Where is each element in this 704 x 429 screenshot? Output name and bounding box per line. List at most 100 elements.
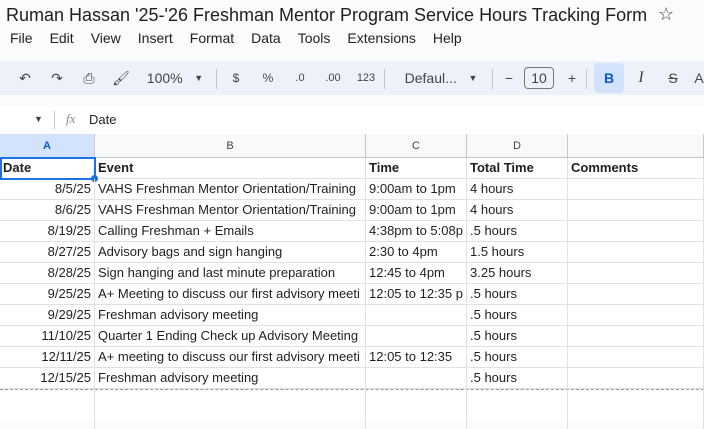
table-cell[interactable] xyxy=(568,368,704,389)
header-cell[interactable]: Comments xyxy=(568,158,704,179)
table-cell[interactable] xyxy=(568,284,704,305)
star-icon[interactable]: ☆ xyxy=(658,4,675,24)
table-cell[interactable]: 9:00am to 1pm xyxy=(366,200,467,221)
fill-handle[interactable] xyxy=(91,175,98,182)
formula-bar: ▼ fx Date xyxy=(0,106,704,134)
table-cell[interactable]: Calling Freshman + Emails xyxy=(95,221,366,242)
strikethrough-icon[interactable]: S xyxy=(668,70,678,86)
italic-button[interactable]: I xyxy=(638,69,644,86)
header-cell[interactable]: Event xyxy=(95,158,366,179)
table-cell[interactable]: 3.25 hours xyxy=(467,263,568,284)
table-cell[interactable]: 9/25/25 xyxy=(0,284,95,305)
menu-help[interactable]: Help xyxy=(432,30,462,46)
table-cell[interactable]: A+ Meeting to discuss our first advisory… xyxy=(95,284,366,305)
table-cell[interactable]: .5 hours xyxy=(467,368,568,389)
name-box-dropdown-icon[interactable]: ▼ xyxy=(34,114,43,124)
table-cell[interactable]: 12:45 to 4pm xyxy=(366,263,467,284)
table-cell[interactable]: 11/10/25 xyxy=(0,326,95,347)
table-cell[interactable] xyxy=(568,179,704,200)
redo-icon[interactable]: ↷ xyxy=(51,69,63,86)
table-cell[interactable]: .5 hours xyxy=(467,326,568,347)
table-cell[interactable]: Freshman advisory meeting xyxy=(95,368,366,389)
table-cell[interactable]: 9:00am to 1pm xyxy=(366,179,467,200)
toolbar: ↶ ↷ ⎙ 🖌 100% ▼ $ % .0 .00 123 Defaul... … xyxy=(0,61,704,95)
number-format-button[interactable]: 123 xyxy=(356,72,376,84)
table-cell[interactable] xyxy=(568,200,704,221)
menu-file[interactable]: File xyxy=(10,30,33,46)
table-cell[interactable]: VAHS Freshman Mentor Orientation/Trainin… xyxy=(95,200,366,221)
table-cell[interactable]: Freshman advisory meeting xyxy=(95,305,366,326)
spreadsheet-grid: A B C D Date Event Time Total Time Comments 8/5/2… xyxy=(0,134,704,429)
document-title[interactable]: Ruman Hassan '25-'26 Freshman Mentor Pro… xyxy=(6,5,648,25)
menu-tools[interactable]: Tools xyxy=(297,30,331,46)
increase-decimal-button[interactable]: .00 xyxy=(325,72,341,84)
column-header[interactable]: C xyxy=(366,134,467,158)
table-cell[interactable]: VAHS Freshman Mentor Orientation/Trainin… xyxy=(95,179,366,200)
grid-line xyxy=(466,389,467,429)
increase-font-size-button[interactable]: + xyxy=(567,70,577,86)
menu-data[interactable]: Data xyxy=(251,30,281,46)
percent-button[interactable]: % xyxy=(262,71,274,85)
print-icon[interactable]: ⎙ xyxy=(83,69,95,86)
table-cell[interactable]: .5 hours xyxy=(467,305,568,326)
table-cell[interactable] xyxy=(568,242,704,263)
undo-icon[interactable]: ↶ xyxy=(19,69,31,86)
table-cell[interactable]: 12/15/25 xyxy=(0,368,95,389)
column-header[interactable]: A xyxy=(0,134,95,158)
decrease-decimal-button[interactable]: .0 xyxy=(295,72,305,84)
font-value: Defaul... xyxy=(404,70,457,86)
table-cell[interactable]: A+ meeting to discuss our first advisory… xyxy=(95,347,366,368)
table-cell[interactable]: 8/5/25 xyxy=(0,179,95,200)
column-header[interactable] xyxy=(568,134,704,158)
table-cell[interactable] xyxy=(568,305,704,326)
font-size-value: 10 xyxy=(524,67,554,89)
header-cell[interactable]: Total Time xyxy=(467,158,568,179)
decrease-font-size-button[interactable]: − xyxy=(504,70,514,86)
table-cell[interactable]: .5 hours xyxy=(467,284,568,305)
table-cell[interactable] xyxy=(568,326,704,347)
table-cell[interactable]: 2:30 to 4pm xyxy=(366,242,467,263)
table-cell[interactable]: 8/28/25 xyxy=(0,263,95,284)
header-cell[interactable]: Date xyxy=(0,158,95,179)
menu-extensions[interactable]: Extensions xyxy=(347,30,416,46)
fx-icon: fx xyxy=(66,111,76,126)
zoom-select[interactable]: 100% ▼ xyxy=(140,61,210,95)
font-size-input[interactable]: 10 xyxy=(524,61,554,95)
table-cell[interactable]: 8/27/25 xyxy=(0,242,95,263)
table-cell[interactable]: 12:05 to 12:35 p xyxy=(366,284,467,305)
table-cell[interactable]: Quarter 1 Ending Check up Advisory Meeti… xyxy=(95,326,366,347)
currency-button[interactable]: $ xyxy=(232,71,240,85)
formula-input[interactable]: Date xyxy=(89,112,117,127)
table-cell[interactable]: 12:05 to 12:35 xyxy=(366,347,467,368)
table-cell[interactable] xyxy=(366,326,467,347)
table-cell[interactable]: 4 hours xyxy=(467,179,568,200)
table-cell[interactable]: Sign hanging and last minute preparation xyxy=(95,263,366,284)
table-cell[interactable] xyxy=(366,305,467,326)
table-cell[interactable] xyxy=(568,221,704,242)
column-header[interactable]: D xyxy=(467,134,568,158)
header-cell[interactable]: Time xyxy=(366,158,467,179)
table-cell[interactable]: 9/29/25 xyxy=(0,305,95,326)
table-cell[interactable]: 8/6/25 xyxy=(0,200,95,221)
menu-insert[interactable]: Insert xyxy=(137,30,173,46)
menu-edit[interactable]: Edit xyxy=(49,30,74,46)
font-select[interactable]: Defaul... ▼ xyxy=(396,61,486,95)
column-header[interactable]: B xyxy=(95,134,366,158)
table-cell[interactable] xyxy=(366,368,467,389)
menu-view[interactable]: View xyxy=(90,30,121,46)
table-cell[interactable]: 1.5 hours xyxy=(467,242,568,263)
paint-format-icon[interactable]: 🖌 xyxy=(112,69,130,86)
table-cell[interactable]: 4:38pm to 5:08p xyxy=(366,221,467,242)
table-cell[interactable]: .5 hours xyxy=(467,221,568,242)
table-cell[interactable]: 12/11/25 xyxy=(0,347,95,368)
table-cell[interactable]: Advisory bags and sign hanging xyxy=(95,242,366,263)
table-cell[interactable]: 4 hours xyxy=(467,200,568,221)
menu-format[interactable]: Format xyxy=(189,30,235,46)
chevron-down-icon: ▼ xyxy=(468,73,478,83)
text-color-icon[interactable]: A xyxy=(694,70,704,86)
table-cell[interactable] xyxy=(568,263,704,284)
table-cell[interactable]: .5 hours xyxy=(467,347,568,368)
bold-button[interactable]: B xyxy=(594,63,624,93)
table-cell[interactable]: 8/19/25 xyxy=(0,221,95,242)
table-cell[interactable] xyxy=(568,347,704,368)
